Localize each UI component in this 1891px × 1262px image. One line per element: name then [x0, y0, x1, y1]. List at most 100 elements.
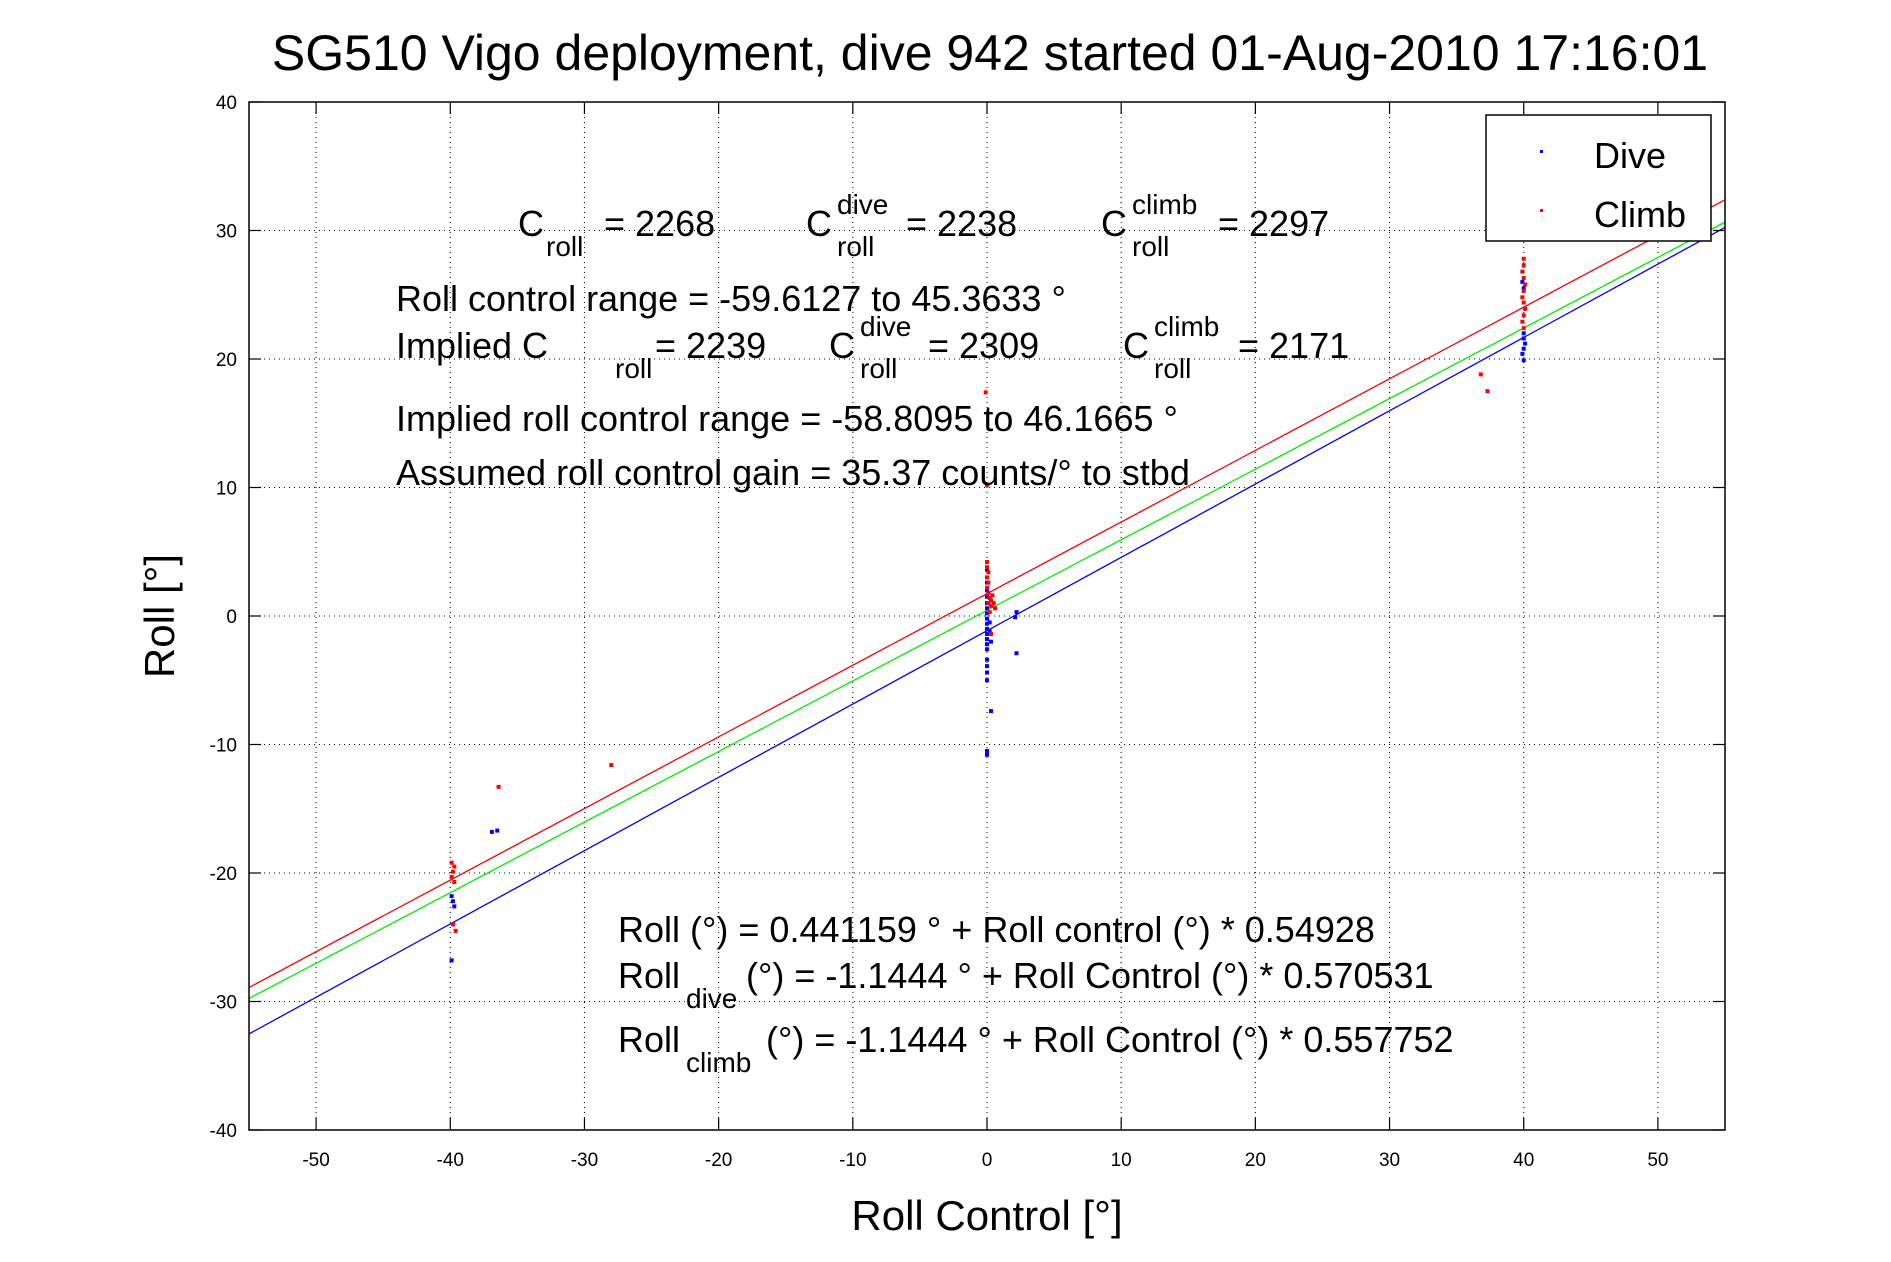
- y-tick-label: 30: [216, 222, 237, 243]
- fit-dive-rest: (°) = -1.1444 ° + Roll Control (°) * 0.5…: [746, 955, 1434, 996]
- dive-point: [985, 678, 989, 683]
- climb-point: [985, 482, 989, 487]
- x-tick-label: 0: [982, 1150, 993, 1171]
- x-tick-label: 30: [1379, 1150, 1400, 1171]
- climb-point: [989, 598, 994, 603]
- dive-point: [985, 606, 989, 611]
- dive-point: [985, 637, 989, 642]
- climb-point: [453, 928, 458, 933]
- legend-box: [1485, 114, 1712, 242]
- climb-point: [496, 784, 501, 789]
- x-axis-label: Roll Control [°]: [851, 1192, 1122, 1239]
- climb-point: [450, 922, 455, 927]
- dive-point: [985, 588, 989, 593]
- implied-c-dive-sup: dive: [860, 311, 911, 342]
- y-tick-label: -40: [210, 1121, 237, 1142]
- c-roll-climb-sup: climb: [1132, 189, 1197, 220]
- fit-equation-dive: Roll dive (°) = -1.1444 ° + Roll Control…: [618, 955, 1434, 1014]
- dive-point: [489, 829, 494, 834]
- implied-c-climb-sub: roll: [1154, 353, 1191, 384]
- climb-point: [1521, 326, 1526, 331]
- dive-point: [989, 709, 994, 714]
- y-tick-label: 10: [216, 479, 237, 500]
- y-axis-label: Roll [°]: [136, 554, 183, 678]
- dive-point: [1014, 610, 1019, 615]
- dive-point: [985, 631, 989, 636]
- c-roll-sub: roll: [546, 231, 583, 262]
- legend-dive-label: Dive: [1594, 135, 1666, 176]
- dive-point: [985, 647, 989, 652]
- implied-c-climb-annotation: C climb roll = 2171: [1123, 311, 1349, 384]
- climb-point: [985, 585, 989, 590]
- implied-c-climb-sup: climb: [1154, 311, 1219, 342]
- roll-control-range: Roll control range = -59.6127 to 45.3633…: [396, 278, 1066, 319]
- axis-ticks: -50 -40 -30 -20 -10 0 10 20 30 40 50 -40 -30 -20 -10 0 1…: [210, 93, 1725, 1171]
- x-tick-label: -20: [705, 1150, 732, 1171]
- legend-climb-label: Climb: [1594, 194, 1686, 235]
- climb-point: [1521, 300, 1526, 305]
- dive-point: [1013, 615, 1018, 620]
- climb-point: [609, 763, 614, 768]
- climb-point: [985, 575, 989, 580]
- implied-c-roll-annotation: Implied C roll = 2239: [396, 325, 766, 384]
- legend: Dive Climb: [1485, 114, 1712, 242]
- dive-point: [987, 620, 992, 625]
- climb-point: [987, 596, 992, 601]
- data-points: [449, 256, 1528, 963]
- y-tick-label: 40: [216, 93, 237, 114]
- dive-point: [495, 828, 500, 833]
- dive-point: [450, 899, 455, 904]
- dive-point: [1014, 651, 1019, 656]
- climb-point: [986, 590, 991, 595]
- legend-climb-marker: [1540, 209, 1543, 212]
- x-tick-label: -40: [437, 1150, 464, 1171]
- climb-point: [1485, 389, 1490, 394]
- dive-point: [985, 657, 989, 662]
- implied-c-climb-value: = 2171: [1238, 325, 1349, 366]
- fit-climb-sub: climb: [686, 1047, 751, 1078]
- climb-point: [1521, 276, 1526, 281]
- climb-point: [1478, 372, 1483, 377]
- dive-point: [1521, 346, 1526, 351]
- climb-point: [1523, 282, 1528, 287]
- dive-point: [1520, 351, 1525, 356]
- x-tick-label: 10: [1111, 1150, 1132, 1171]
- x-tick-label: 20: [1245, 1150, 1266, 1171]
- implied-c-dive-annotation: C dive roll = 2309: [829, 311, 1039, 384]
- dive-point: [985, 664, 989, 669]
- dive-point: [1521, 336, 1526, 341]
- c-roll-annotation: C roll = 2268: [518, 203, 715, 262]
- fit-dive-base: Roll: [618, 955, 680, 996]
- climb-point: [1521, 256, 1526, 261]
- fit-climb-rest: (°) = -1.1444 ° + Roll Control (°) * 0.5…: [766, 1019, 1454, 1060]
- climb-point: [990, 593, 995, 598]
- y-tick-label: -10: [210, 736, 237, 757]
- dive-point: [1521, 331, 1526, 336]
- implied-c-climb-base: C: [1123, 325, 1149, 366]
- climb-point: [986, 601, 991, 606]
- c-roll-dive-annotation: C dive roll = 2238: [806, 189, 1017, 262]
- c-roll-dive-value: = 2238: [906, 203, 1017, 244]
- dive-point: [985, 621, 989, 626]
- fit-climb-base: Roll: [618, 1019, 680, 1060]
- x-tick-label: -50: [302, 1150, 329, 1171]
- x-tick-label: 40: [1513, 1150, 1534, 1171]
- dive-point: [985, 748, 989, 753]
- c-roll-climb-annotation: C climb roll = 2297: [1101, 189, 1329, 262]
- implied-c-dive-sub: roll: [860, 353, 897, 384]
- climb-point: [986, 580, 991, 585]
- climb-point: [989, 631, 994, 636]
- c-roll-dive-sub: roll: [837, 231, 874, 262]
- dive-point: [985, 567, 989, 572]
- dive-point: [1521, 286, 1526, 291]
- y-tick-label: -30: [210, 993, 237, 1014]
- dive-point: [989, 639, 994, 644]
- dive-point: [1521, 358, 1526, 363]
- y-tick-label: 20: [216, 350, 237, 371]
- climb-point: [985, 565, 989, 570]
- implied-c-dive-base: C: [829, 325, 855, 366]
- climb-point: [1521, 313, 1526, 318]
- climb-point: [985, 560, 989, 565]
- dive-point: [449, 958, 454, 963]
